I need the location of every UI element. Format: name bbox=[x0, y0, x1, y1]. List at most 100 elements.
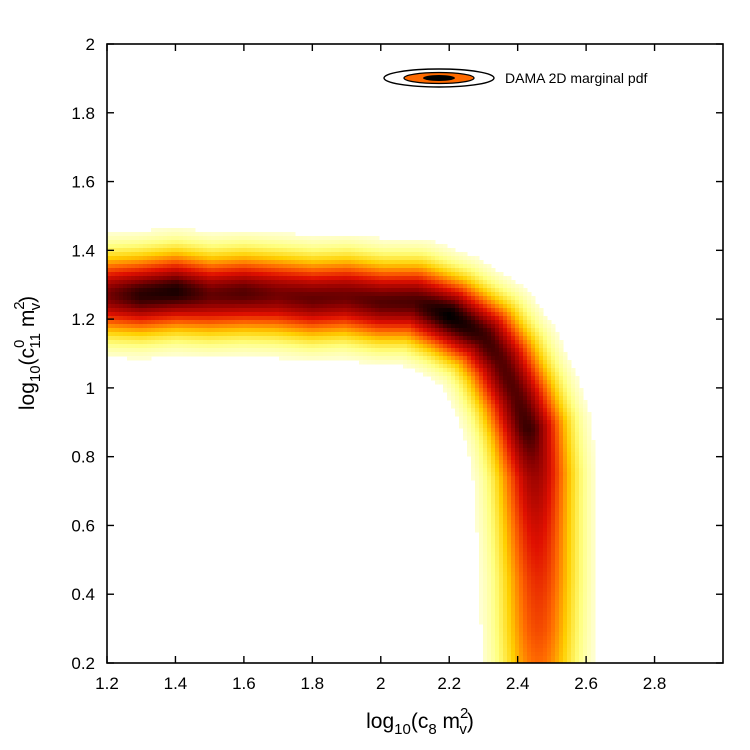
heatmap-cell bbox=[411, 244, 416, 249]
heatmap-cell bbox=[235, 320, 240, 325]
heatmap-cell bbox=[559, 544, 564, 549]
heatmap-cell bbox=[115, 312, 120, 317]
heatmap-cell bbox=[507, 344, 512, 349]
heatmap-cell bbox=[379, 344, 384, 349]
heatmap-cell bbox=[551, 356, 556, 361]
heatmap-cell bbox=[347, 276, 352, 281]
heatmap-cell bbox=[507, 320, 512, 325]
heatmap-cell bbox=[531, 376, 536, 381]
heatmap-cell bbox=[583, 516, 588, 521]
heatmap-cell bbox=[451, 348, 456, 353]
heatmap-cell bbox=[527, 528, 532, 533]
heatmap-cell bbox=[343, 300, 348, 305]
heatmap-cell bbox=[199, 256, 204, 261]
heatmap-cell bbox=[287, 272, 292, 277]
heatmap-cell bbox=[211, 304, 216, 309]
heatmap-cell bbox=[255, 268, 260, 273]
heatmap-cell bbox=[127, 296, 132, 301]
heatmap-cell bbox=[139, 268, 144, 273]
heatmap-cell bbox=[179, 248, 184, 253]
heatmap-cell bbox=[379, 272, 384, 277]
heatmap-cell bbox=[567, 468, 572, 473]
heatmap-cell bbox=[251, 320, 256, 325]
heatmap-cell bbox=[503, 572, 508, 577]
heatmap-cell bbox=[571, 388, 576, 393]
heatmap-cell bbox=[207, 328, 212, 333]
heatmap-cell bbox=[291, 256, 296, 261]
heatmap-cell bbox=[475, 352, 480, 357]
heatmap-cell bbox=[127, 268, 132, 273]
heatmap-cell bbox=[219, 256, 224, 261]
heatmap-cell bbox=[507, 328, 512, 333]
heatmap-cell bbox=[279, 336, 284, 341]
heatmap-cell bbox=[451, 368, 456, 373]
heatmap-cell bbox=[175, 332, 180, 337]
heatmap-cell bbox=[511, 340, 516, 345]
heatmap-cell bbox=[315, 252, 320, 257]
heatmap-cell bbox=[171, 284, 176, 289]
heatmap-cell bbox=[559, 492, 564, 497]
heatmap-cell bbox=[151, 300, 156, 305]
heatmap-cell bbox=[183, 252, 188, 257]
heatmap-cell bbox=[215, 248, 220, 253]
heatmap-cell bbox=[427, 372, 432, 377]
heatmap-cell bbox=[311, 280, 316, 285]
heatmap-cell bbox=[535, 568, 540, 573]
heatmap-cell bbox=[511, 536, 516, 541]
heatmap-cell bbox=[279, 288, 284, 293]
heatmap-cell bbox=[531, 312, 536, 317]
heatmap-cell bbox=[259, 304, 264, 309]
heatmap-cell bbox=[539, 536, 544, 541]
heatmap-cell bbox=[471, 456, 476, 461]
heatmap-cell bbox=[251, 328, 256, 333]
heatmap-cell bbox=[415, 244, 420, 249]
heatmap-cell bbox=[111, 320, 116, 325]
heatmap-cell bbox=[395, 264, 400, 269]
heatmap-cell bbox=[387, 336, 392, 341]
heatmap-cell bbox=[543, 548, 548, 553]
heatmap-cell bbox=[567, 412, 572, 417]
heatmap-cell bbox=[571, 468, 576, 473]
heatmap-cell bbox=[163, 340, 168, 345]
heatmap-cell bbox=[483, 556, 488, 561]
heatmap-cell bbox=[519, 384, 524, 389]
heatmap-cell bbox=[307, 320, 312, 325]
heatmap-cell bbox=[563, 560, 568, 565]
heatmap-cell bbox=[219, 320, 224, 325]
heatmap-cell bbox=[179, 236, 184, 241]
heatmap-cell bbox=[591, 452, 596, 457]
heatmap-cell bbox=[471, 280, 476, 285]
heatmap-cell bbox=[347, 336, 352, 341]
heatmap-cell bbox=[299, 332, 304, 337]
heatmap-cell bbox=[443, 356, 448, 361]
heatmap-cell bbox=[407, 308, 412, 313]
heatmap-cell bbox=[511, 384, 516, 389]
heatmap-cell bbox=[559, 356, 564, 361]
heatmap-cell bbox=[479, 404, 484, 409]
heatmap-cell bbox=[347, 296, 352, 301]
heatmap-cell bbox=[531, 468, 536, 473]
heatmap-cell bbox=[143, 268, 148, 273]
heatmap-cell bbox=[379, 284, 384, 289]
heatmap-cell bbox=[435, 376, 440, 381]
heatmap-cell bbox=[539, 532, 544, 537]
heatmap-cell bbox=[463, 364, 468, 369]
heatmap-cell bbox=[551, 360, 556, 365]
heatmap-cell bbox=[447, 364, 452, 369]
heatmap-cell bbox=[447, 256, 452, 261]
heatmap-cell bbox=[139, 304, 144, 309]
heatmap-cell bbox=[215, 260, 220, 265]
heatmap-cell bbox=[543, 524, 548, 529]
heatmap-cell bbox=[287, 244, 292, 249]
heatmap-cell bbox=[303, 308, 308, 313]
heatmap-cell bbox=[371, 328, 376, 333]
heatmap-cell bbox=[591, 468, 596, 473]
heatmap-cell bbox=[495, 580, 500, 585]
heatmap-cell bbox=[323, 268, 328, 273]
heatmap-cell bbox=[551, 540, 556, 545]
heatmap-cell bbox=[151, 240, 156, 245]
heatmap-cell bbox=[115, 264, 120, 269]
heatmap-cell bbox=[291, 280, 296, 285]
heatmap-cell bbox=[475, 512, 480, 517]
heatmap-cell bbox=[151, 344, 156, 349]
